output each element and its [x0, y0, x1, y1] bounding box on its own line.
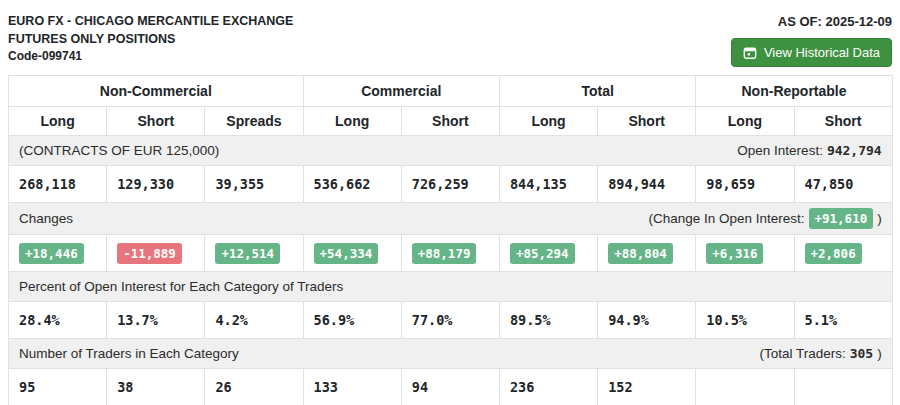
percent-c-long: 56.9%: [303, 302, 401, 339]
col-header-c-long: Long: [303, 107, 401, 136]
changes-label: Changes: [19, 211, 73, 226]
positions-nr-short: 47,850: [794, 166, 892, 203]
total-traders-suffix: ): [877, 346, 882, 361]
traders-t-long: 236: [499, 369, 597, 405]
group-non-reportable: Non-Reportable: [696, 76, 892, 107]
change-nr-long: +6,316: [696, 235, 794, 272]
percent-row: 28.4% 13.7% 4.2% 56.9% 77.0% 89.5% 94.9%…: [9, 302, 893, 339]
cot-table: Non-Commercial Commercial Total Non-Repo…: [8, 75, 893, 405]
col-header-nc-short: Short: [107, 107, 205, 136]
traders-t-short: 152: [598, 369, 696, 405]
as-of-date: AS OF: 2025-12-09: [731, 14, 892, 29]
view-historical-data-button[interactable]: View Historical Data: [731, 38, 892, 67]
traders-nc-short: 38: [107, 369, 205, 405]
header-right: AS OF: 2025-12-09 View Historical Data: [731, 12, 892, 67]
total-traders-prefix: (Total Traders:: [759, 346, 845, 361]
percent-nc-spreads: 4.2%: [205, 302, 303, 339]
traders-nr-long: [696, 369, 794, 405]
change-c-short: +88,179: [401, 235, 499, 272]
traders-nc-spreads: 26: [205, 369, 303, 405]
change-nc-short: -11,889: [107, 235, 205, 272]
traders-c-short: 94: [401, 369, 499, 405]
change-t-long: +85,294: [499, 235, 597, 272]
percent-nc-short: 13.7%: [107, 302, 205, 339]
report-code: Code-099741: [8, 48, 293, 65]
percent-label-row: Percent of Open Interest for Each Catego…: [9, 272, 893, 302]
col-header-t-short: Short: [598, 107, 696, 136]
changes-label-row: Changes (Change In Open Interest: +91,61…: [9, 203, 893, 235]
open-interest-label: Open Interest:: [737, 143, 823, 158]
contracts-label-row: (CONTRACTS OF EUR 125,000) Open Interest…: [9, 136, 893, 166]
percent-t-short: 94.9%: [598, 302, 696, 339]
col-header-c-short: Short: [401, 107, 499, 136]
changes-row: +18,446 -11,889 +12,514 +54,334 +88,179 …: [9, 235, 893, 272]
group-non-commercial: Non-Commercial: [9, 76, 304, 107]
traders-label-row: Number of Traders in Each Category (Tota…: [9, 339, 893, 369]
percent-label: Percent of Open Interest for Each Catego…: [19, 279, 343, 294]
positions-nr-long: 98,659: [696, 166, 794, 203]
total-traders-value: 305: [850, 346, 873, 361]
col-header-t-long: Long: [499, 107, 597, 136]
percent-nr-short: 5.1%: [794, 302, 892, 339]
percent-t-long: 89.5%: [499, 302, 597, 339]
column-header-row: Long Short Spreads Long Short Long Short…: [9, 107, 893, 136]
traders-nr-short: [794, 369, 892, 405]
positions-nc-long: 268,118: [9, 166, 107, 203]
change-oi-prefix: (Change In Open Interest:: [648, 211, 804, 226]
positions-row: 268,118 129,330 39,355 536,662 726,259 8…: [9, 166, 893, 203]
positions-nc-short: 129,330: [107, 166, 205, 203]
report-subtitle: FUTURES ONLY POSITIONS: [8, 30, 293, 48]
traders-nc-long: 95: [9, 369, 107, 405]
report-title: EURO FX - CHICAGO MERCANTILE EXCHANGE: [8, 12, 293, 30]
percent-c-short: 77.0%: [401, 302, 499, 339]
positions-c-short: 726,259: [401, 166, 499, 203]
cot-report-page: EURO FX - CHICAGO MERCANTILE EXCHANGE FU…: [0, 0, 900, 405]
view-historical-data-label: View Historical Data: [764, 45, 880, 60]
positions-t-long: 844,135: [499, 166, 597, 203]
change-oi-badge: +91,610: [809, 208, 874, 229]
traders-row: 95 38 26 133 94 236 152: [9, 369, 893, 405]
change-c-long: +54,334: [303, 235, 401, 272]
change-nc-long: +18,446: [9, 235, 107, 272]
report-titles: EURO FX - CHICAGO MERCANTILE EXCHANGE FU…: [8, 12, 293, 66]
col-header-nr-short: Short: [794, 107, 892, 136]
col-header-nc-spreads: Spreads: [205, 107, 303, 136]
traders-label: Number of Traders in Each Category: [19, 346, 239, 361]
contracts-unit-label: (CONTRACTS OF EUR 125,000): [19, 143, 219, 158]
change-oi-suffix: ): [877, 211, 882, 226]
calendar-icon: [743, 46, 757, 60]
positions-nc-spreads: 39,355: [205, 166, 303, 203]
open-interest-value: 942,794: [827, 143, 882, 158]
group-total: Total: [499, 76, 695, 107]
percent-nr-long: 10.5%: [696, 302, 794, 339]
col-header-nc-long: Long: [9, 107, 107, 136]
col-header-nr-long: Long: [696, 107, 794, 136]
group-commercial: Commercial: [303, 76, 499, 107]
positions-c-long: 536,662: [303, 166, 401, 203]
percent-nc-long: 28.4%: [9, 302, 107, 339]
group-header-row: Non-Commercial Commercial Total Non-Repo…: [9, 76, 893, 107]
positions-t-short: 894,944: [598, 166, 696, 203]
change-nc-spreads: +12,514: [205, 235, 303, 272]
change-nr-short: +2,806: [794, 235, 892, 272]
traders-c-long: 133: [303, 369, 401, 405]
change-t-short: +88,804: [598, 235, 696, 272]
page-header: EURO FX - CHICAGO MERCANTILE EXCHANGE FU…: [8, 10, 892, 75]
